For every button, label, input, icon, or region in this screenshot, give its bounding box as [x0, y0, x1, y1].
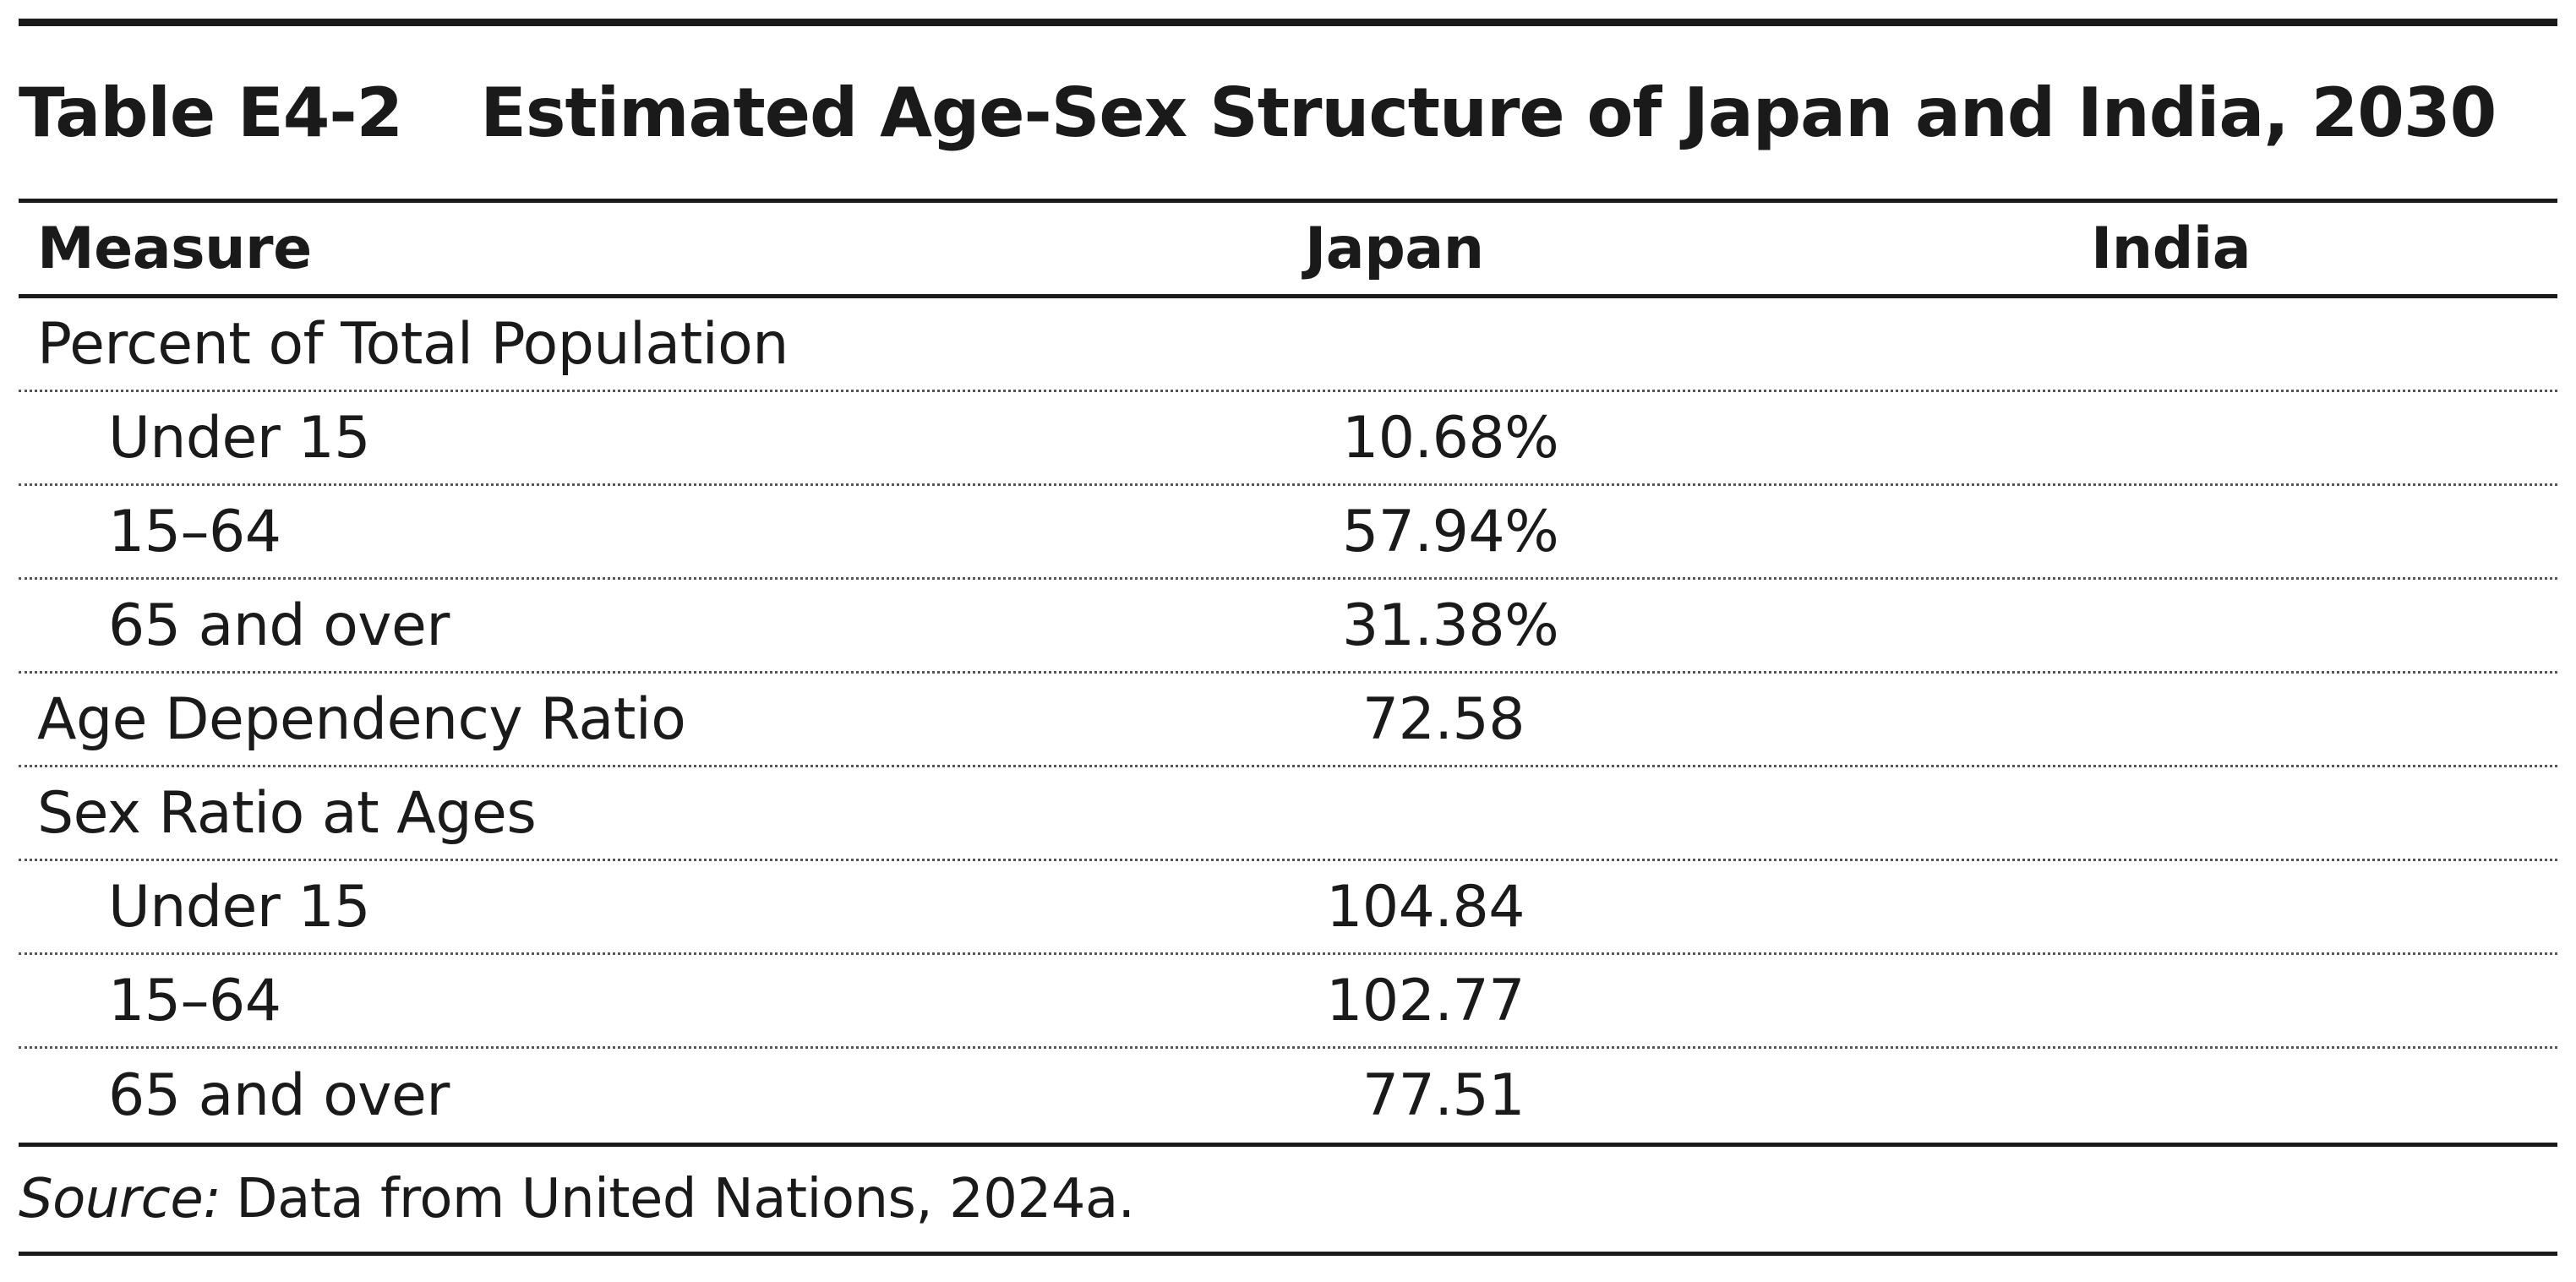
table-number: Table E4-2 [19, 73, 403, 152]
row-label: Age Dependency Ratio [37, 685, 686, 753]
header-india: India [2091, 215, 2251, 282]
table-row: 15–64 57.94% [19, 486, 2557, 580]
table-row: Under 15 104.84 [19, 861, 2557, 955]
end-rule [19, 1252, 2557, 1256]
cell-japan: 102.77 [1326, 967, 1525, 1034]
caption-rule [19, 199, 2557, 203]
source-text: Data from United Nations, 2024a. [236, 1168, 1135, 1230]
header-measure: Measure [37, 215, 312, 282]
table-row: 65 and over 77.51 [19, 1049, 2557, 1143]
cell-japan: 57.94% [1342, 498, 1559, 565]
table-source: Source: Data from United Nations, 2024a. [19, 1147, 2557, 1252]
table-row: Sex Ratio at Ages [19, 767, 2557, 861]
cell-japan: 104.84 [1326, 873, 1525, 941]
bottom-rule [19, 1143, 2557, 1147]
table-row: Age Dependency Ratio 72.58 [19, 674, 2557, 767]
table-e4-2: Table E4-2 Estimated Age-Sex Structure o… [19, 19, 2557, 1256]
cell-japan: 31.38% [1342, 592, 1559, 659]
row-label: Percent of Total Population [37, 310, 789, 378]
cell-japan: 10.68% [1342, 404, 1559, 472]
table-row: 15–64 102.77 [19, 955, 2557, 1049]
row-label: Under 15 [108, 873, 370, 941]
table-row: Percent of Total Population [19, 298, 2557, 392]
header-japan: Japan [1305, 215, 1484, 282]
cell-japan: 72.58 [1362, 685, 1525, 753]
row-label: 15–64 [108, 498, 281, 565]
row-label: Under 15 [108, 404, 370, 472]
row-label: 15–64 [108, 967, 281, 1034]
table-caption: Table E4-2 Estimated Age-Sex Structure o… [19, 26, 2557, 199]
row-label: Sex Ratio at Ages [37, 779, 537, 847]
source-label: Source: [19, 1168, 221, 1230]
row-label: 65 and over [108, 592, 450, 659]
table-row: 65 and over 31.38% [19, 580, 2557, 674]
header-rule [19, 294, 2557, 298]
table-row: Under 15 10.68% [19, 392, 2557, 486]
table-header: Measure Japan India [19, 203, 2557, 294]
row-label: 65 and over [108, 1062, 450, 1129]
table-title: Estimated Age-Sex Structure of Japan and… [480, 73, 2497, 152]
cell-japan: 77.51 [1362, 1062, 1525, 1129]
top-rule [19, 19, 2557, 26]
